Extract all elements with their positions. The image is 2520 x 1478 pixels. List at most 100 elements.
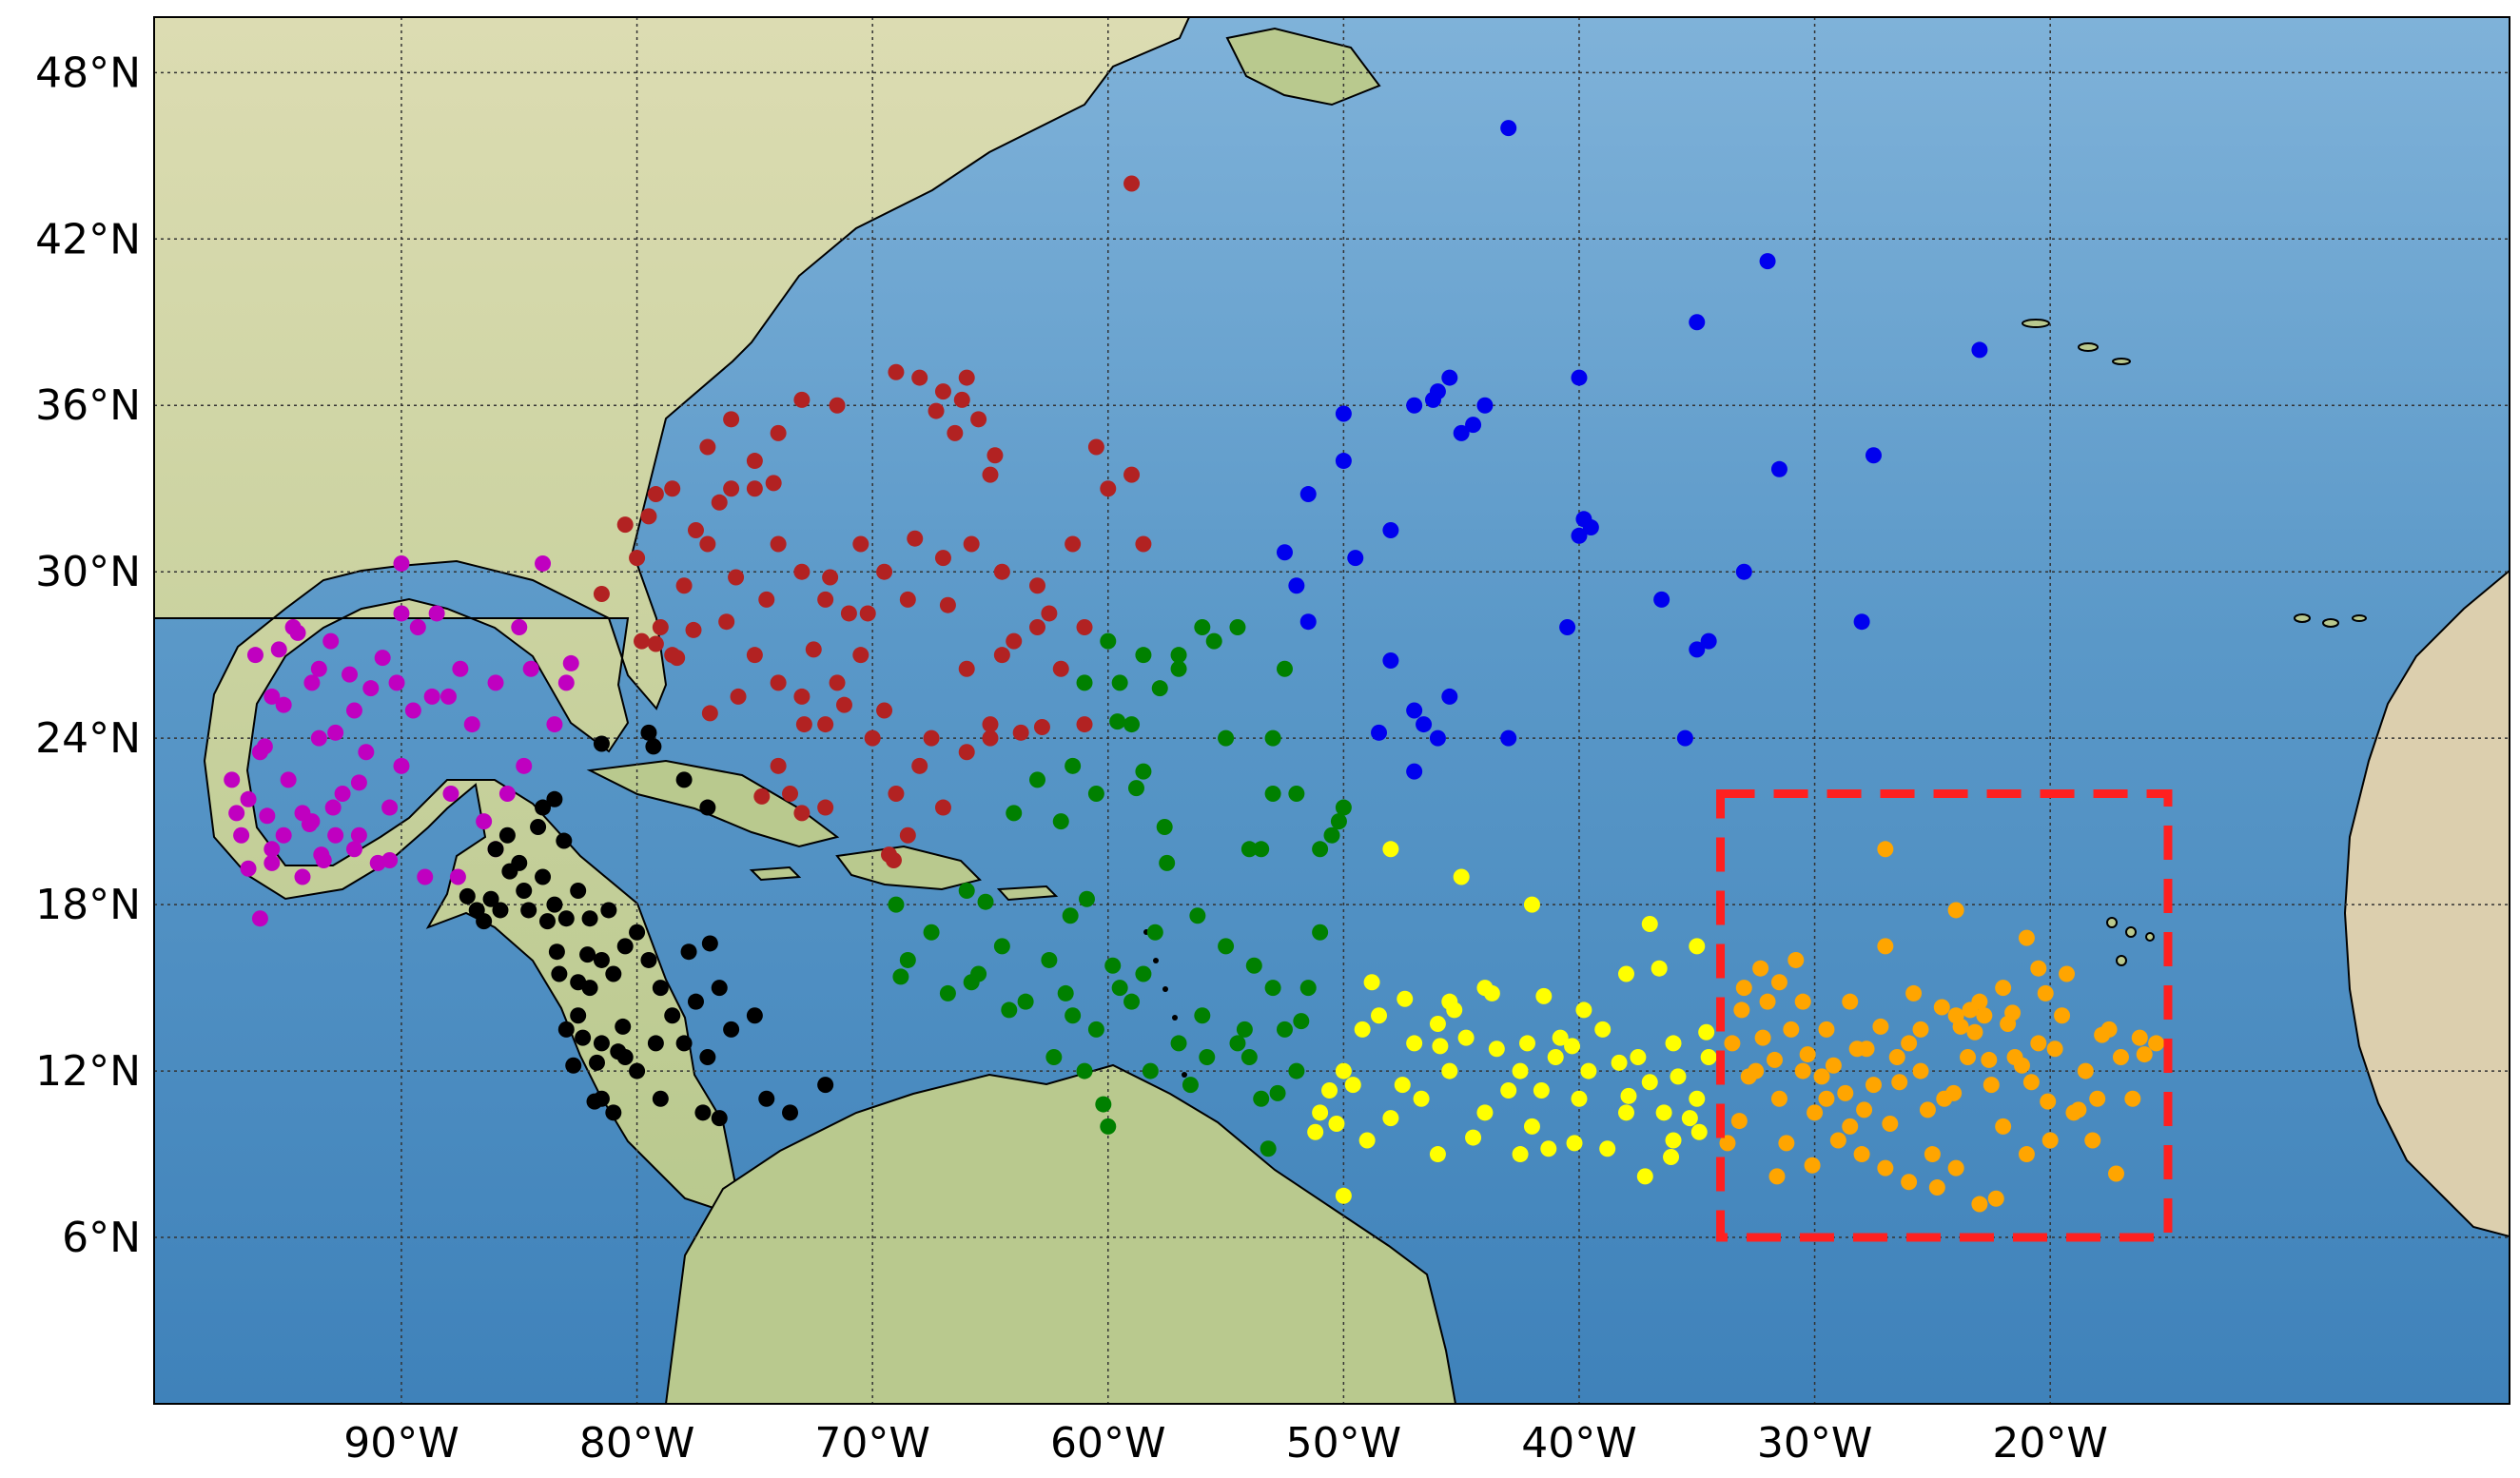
storm-origin-point xyxy=(1618,1104,1634,1121)
storm-origin-point xyxy=(310,729,327,747)
storm-origin-point xyxy=(557,1021,575,1038)
storm-origin-point xyxy=(1700,1049,1717,1065)
storm-origin-point xyxy=(256,738,273,755)
storm-origin-point xyxy=(2037,984,2054,1002)
storm-origin-point xyxy=(652,980,669,997)
storm-origin-point xyxy=(2089,1090,2106,1107)
storm-origin-point xyxy=(1012,724,1029,741)
storm-origin-point xyxy=(699,438,716,456)
storm-origin-point xyxy=(1665,1132,1682,1149)
storm-origin-point xyxy=(1770,974,1787,991)
storm-origin-point xyxy=(423,688,440,705)
storm-origin-point xyxy=(645,738,662,755)
storm-origin-point xyxy=(2030,1035,2047,1052)
storm-origin-point xyxy=(1394,1077,1411,1094)
storm-origin-point xyxy=(1441,369,1458,386)
storm-origin-point xyxy=(685,621,702,638)
storm-origin-point xyxy=(647,486,664,503)
storm-origin-point xyxy=(350,827,367,844)
storm-origin-point xyxy=(939,596,956,613)
storm-origin-point xyxy=(1441,688,1458,705)
storm-origin-point xyxy=(699,535,716,553)
storm-origin-point xyxy=(817,591,834,608)
storm-origin-point xyxy=(1328,1115,1345,1132)
storm-origin-point xyxy=(1432,1038,1449,1055)
storm-origin-point xyxy=(2004,1004,2022,1021)
storm-origin-point xyxy=(1794,993,1811,1010)
storm-origin-point xyxy=(2108,1165,2125,1182)
storm-origin-point xyxy=(1912,1062,1929,1079)
storm-origin-point xyxy=(1057,984,1074,1002)
storm-origin-point xyxy=(1512,1062,1529,1079)
storm-origin-point xyxy=(1416,716,1433,733)
storm-origin-point xyxy=(746,453,763,470)
storm-origin-point xyxy=(1719,1135,1736,1152)
storm-origin-point xyxy=(1901,1035,1918,1052)
storm-origin-point xyxy=(1076,619,1093,636)
storm-origin-point xyxy=(1787,951,1805,968)
storm-origin-point xyxy=(958,883,975,900)
storm-origin-point xyxy=(728,569,745,586)
storm-origin-point xyxy=(1312,841,1329,858)
storm-origin-point xyxy=(852,647,869,664)
latitude-tick-label: 18°N xyxy=(35,881,141,929)
storm-origin-point xyxy=(1724,1035,1741,1052)
storm-origin-point xyxy=(1888,1049,1905,1065)
storm-origin-point xyxy=(640,951,657,968)
storm-origin-point xyxy=(1681,1110,1698,1127)
storm-origin-point xyxy=(629,924,646,941)
storm-origin-point xyxy=(911,757,928,774)
storm-origin-point xyxy=(664,1007,681,1024)
storm-origin-point xyxy=(640,724,657,741)
storm-origin-point xyxy=(675,577,693,594)
storm-origin-point xyxy=(1500,120,1517,137)
storm-origin-point xyxy=(947,424,964,441)
storm-origin-point xyxy=(1689,641,1706,658)
storm-origin-point xyxy=(963,535,980,553)
storm-origin-point xyxy=(2148,1035,2165,1052)
point-series-6 xyxy=(1719,841,2165,1213)
storm-origin-point xyxy=(428,605,445,622)
storm-origin-point xyxy=(652,619,669,636)
storm-origin-point xyxy=(1240,841,1258,858)
storm-origin-point xyxy=(923,729,940,747)
longitude-tick-label: 50°W xyxy=(1286,1419,1402,1468)
latitude-tick-label: 30°N xyxy=(35,548,141,596)
storm-origin-point xyxy=(1087,438,1104,456)
storm-origin-point xyxy=(1740,1068,1757,1085)
storm-origin-point xyxy=(1017,993,1034,1010)
storm-origin-point xyxy=(1104,957,1122,974)
storm-origin-point xyxy=(501,863,518,880)
storm-origin-point xyxy=(516,757,533,774)
storm-origin-point xyxy=(958,744,975,761)
storm-origin-point xyxy=(1253,1090,1270,1107)
storm-origin-point xyxy=(358,744,375,761)
storm-origin-point xyxy=(324,799,342,816)
storm-origin-point xyxy=(1062,907,1079,924)
storm-origin-point xyxy=(840,605,857,622)
storm-origin-point xyxy=(2022,1074,2040,1091)
storm-origin-point xyxy=(1029,577,1045,594)
storm-origin-point xyxy=(1690,1123,1708,1140)
storm-origin-point xyxy=(535,799,552,816)
storm-origin-point xyxy=(1571,369,1588,386)
storm-origin-point xyxy=(1001,1002,1018,1019)
storm-origin-point xyxy=(1323,827,1340,844)
storm-origin-point xyxy=(570,974,587,991)
storm-origin-point xyxy=(1770,460,1787,477)
storm-origin-point xyxy=(1754,1029,1771,1046)
storm-origin-point xyxy=(1182,1077,1199,1094)
storm-origin-point xyxy=(1630,1049,1647,1065)
storm-origin-point xyxy=(1111,980,1128,997)
storm-origin-point xyxy=(723,480,740,497)
storm-origin-point xyxy=(2046,1040,2063,1058)
storm-origin-point xyxy=(362,680,380,697)
storm-origin-point xyxy=(629,1062,646,1079)
latitude-tick-label: 48°N xyxy=(35,49,141,97)
storm-origin-point xyxy=(1299,486,1317,503)
storm-origin-point xyxy=(1689,314,1706,331)
storm-origin-point xyxy=(1269,1084,1286,1101)
storm-origin-point xyxy=(1465,1129,1482,1146)
storm-origin-point xyxy=(615,1018,632,1035)
storm-origin-point xyxy=(1523,896,1540,913)
